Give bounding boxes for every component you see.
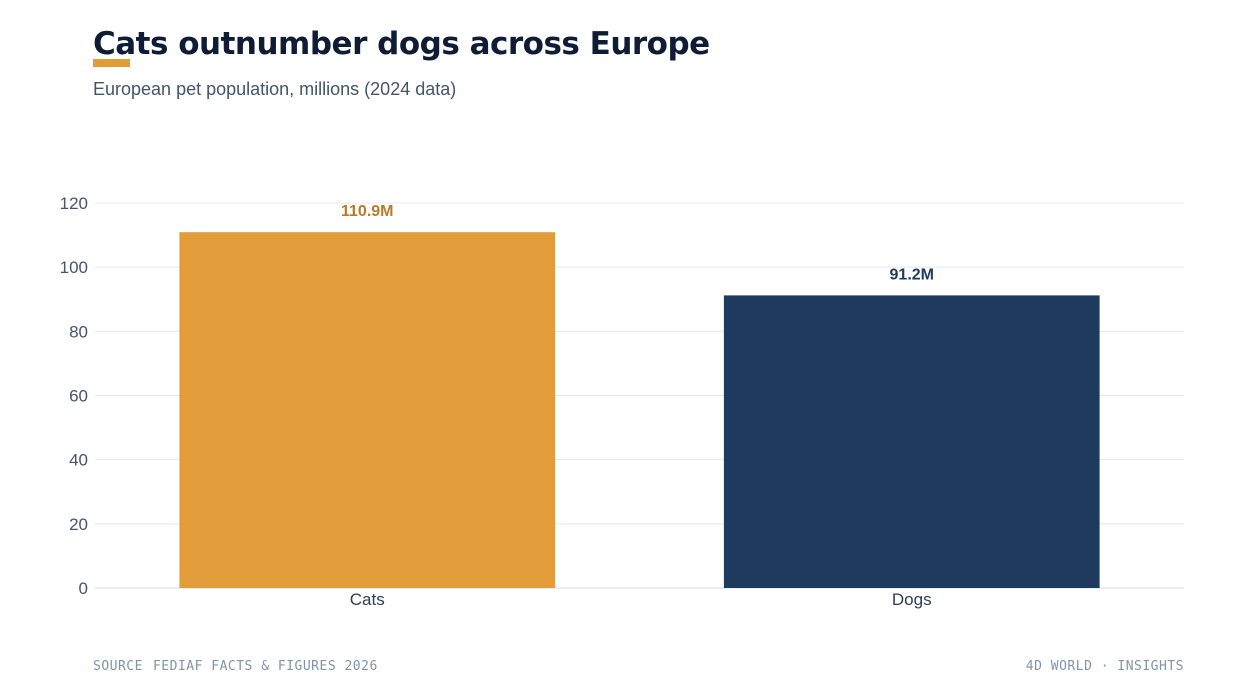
y-tick-label-20: 20 <box>69 515 88 534</box>
bar-cats <box>179 232 556 588</box>
source-label: SOURCE <box>93 659 143 674</box>
x-tick-label-cats: Cats <box>350 590 385 609</box>
chart-subtitle: European pet population, millions (2024 … <box>93 79 457 99</box>
title-accent-bar <box>93 59 130 67</box>
value-label-dogs: 91.2M <box>890 266 934 283</box>
y-tick-label-80: 80 <box>69 322 88 341</box>
value-label-cats: 110.9M <box>341 203 393 220</box>
y-tick-label-100: 100 <box>60 258 88 277</box>
bar-dogs <box>723 295 1100 588</box>
source-note: SOURCE FEDIAF FACTS & FIGURES 2026 <box>93 659 378 674</box>
brand-credit: 4D WORLD · INSIGHTS <box>1025 659 1184 674</box>
x-tick-label-dogs: Dogs <box>892 590 932 609</box>
chart-title: Cats outnumber dogs across Europe <box>93 26 710 62</box>
y-tick-label-0: 0 <box>79 579 88 598</box>
y-tick-label-60: 60 <box>69 387 88 406</box>
y-tick-label-120: 120 <box>60 194 88 213</box>
y-tick-label-40: 40 <box>69 451 88 470</box>
source-text: FEDIAF FACTS & FIGURES 2026 <box>152 659 378 674</box>
